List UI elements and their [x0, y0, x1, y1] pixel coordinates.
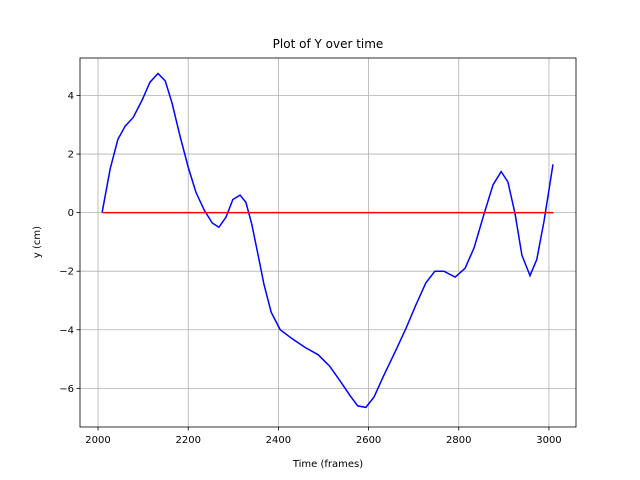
data-line	[101, 72, 554, 409]
y-tick-label: −4	[59, 325, 74, 336]
chart-title: Plot of Y over time	[273, 37, 384, 51]
y-tick-label: 0	[68, 208, 74, 219]
y-tick-label: −2	[59, 267, 74, 278]
x-tick-label: 2800	[446, 435, 471, 446]
x-tick-label: 3000	[536, 435, 561, 446]
x-tick-label: 2400	[266, 435, 291, 446]
plot-frame	[79, 57, 577, 428]
x-tick-label: 2200	[175, 435, 200, 446]
y-tick-label: 4	[68, 91, 74, 102]
x-axis-label: Time (frames)	[292, 459, 363, 470]
y-tick-label: −6	[59, 384, 74, 395]
x-tick-label: 2000	[85, 435, 110, 446]
y-axis-label: y (cm)	[32, 226, 43, 258]
y-tick-label: 2	[68, 150, 74, 161]
x-tick-label: 2600	[356, 435, 381, 446]
